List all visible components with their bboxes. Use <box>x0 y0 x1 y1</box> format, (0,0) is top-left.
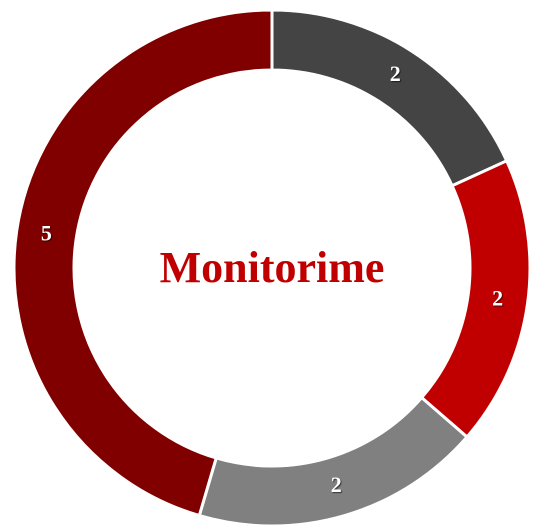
donut-slice <box>419 158 532 440</box>
donut-slice <box>270 8 509 188</box>
chart-title: Monitorime <box>160 243 385 292</box>
slice-label: 2 <box>390 61 401 86</box>
slice-label: 2 <box>492 285 503 310</box>
slice-label: 5 <box>41 221 52 246</box>
donut-slice <box>12 8 274 518</box>
donut-slice <box>197 395 470 528</box>
slice-label: 2 <box>331 472 342 497</box>
